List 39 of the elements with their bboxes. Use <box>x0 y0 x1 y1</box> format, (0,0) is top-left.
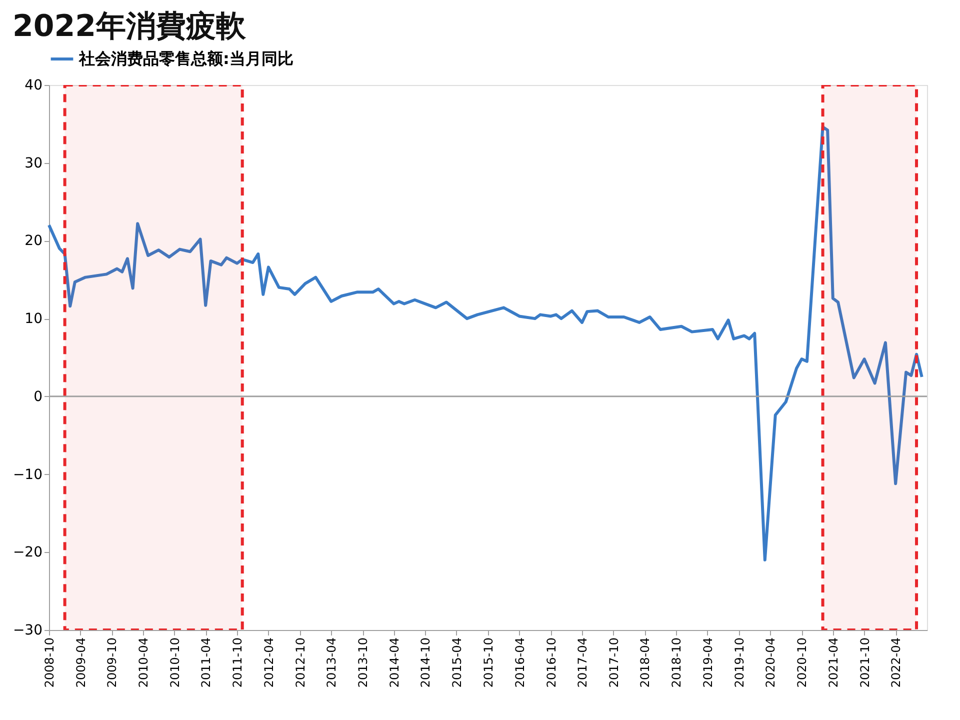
y-tick-label: −10 <box>12 466 42 483</box>
x-tick-label: 2013-04 <box>324 638 339 688</box>
x-tick-label: 2013-10 <box>356 638 370 688</box>
x-tick-label: 2021-10 <box>858 638 872 688</box>
x-tick-label: 2019-04 <box>700 638 715 688</box>
x-tick-label: 2017-10 <box>606 638 621 688</box>
y-tick-label: 0 <box>34 388 42 405</box>
x-tick-label: 2017-04 <box>576 638 590 688</box>
x-tick-label: 2022-04 <box>889 638 904 688</box>
x-tick-label: 2012-10 <box>293 638 308 688</box>
x-tick-label: 2010-04 <box>136 638 150 688</box>
x-tick-label: 2016-10 <box>544 638 558 688</box>
x-tick-label: 2012-04 <box>262 638 276 688</box>
x-tick-label: 2020-04 <box>764 638 778 688</box>
x-tick-label: 2015-10 <box>481 638 496 688</box>
x-tick-label: 2018-04 <box>638 638 652 688</box>
x-tick-label: 2014-04 <box>387 638 402 688</box>
y-tick-label: 30 <box>24 155 42 172</box>
x-tick-label: 2016-04 <box>512 638 527 688</box>
chart-title: 2022年消費疲軟 <box>12 9 247 44</box>
y-tick-label: 40 <box>24 78 42 94</box>
y-tick-label: 10 <box>24 311 42 328</box>
x-tick-label: 2021-04 <box>826 638 840 688</box>
legend-label: 社会消费品零售总额:当月同比 <box>78 49 294 68</box>
line-series <box>48 126 924 562</box>
x-tick-label: 2020-10 <box>795 638 810 688</box>
x-tick-label: 2018-10 <box>670 638 684 688</box>
y-tick-label: −30 <box>12 622 42 638</box>
x-tick-label: 2014-10 <box>418 638 433 688</box>
x-tick-label: 2009-04 <box>74 638 88 688</box>
y-tick-label: −20 <box>12 544 42 561</box>
x-tick-label: 2011-04 <box>199 638 214 688</box>
x-tick-label: 2019-10 <box>732 638 746 688</box>
x-tick-label: 2010-10 <box>168 638 182 688</box>
y-tick-label: 20 <box>24 233 42 250</box>
x-tick-label: 2011-10 <box>230 638 245 688</box>
x-tick-label: 2009-10 <box>105 638 120 688</box>
x-tick-label: 2015-04 <box>450 638 464 688</box>
x-tick-label: 2008-10 <box>42 638 56 688</box>
